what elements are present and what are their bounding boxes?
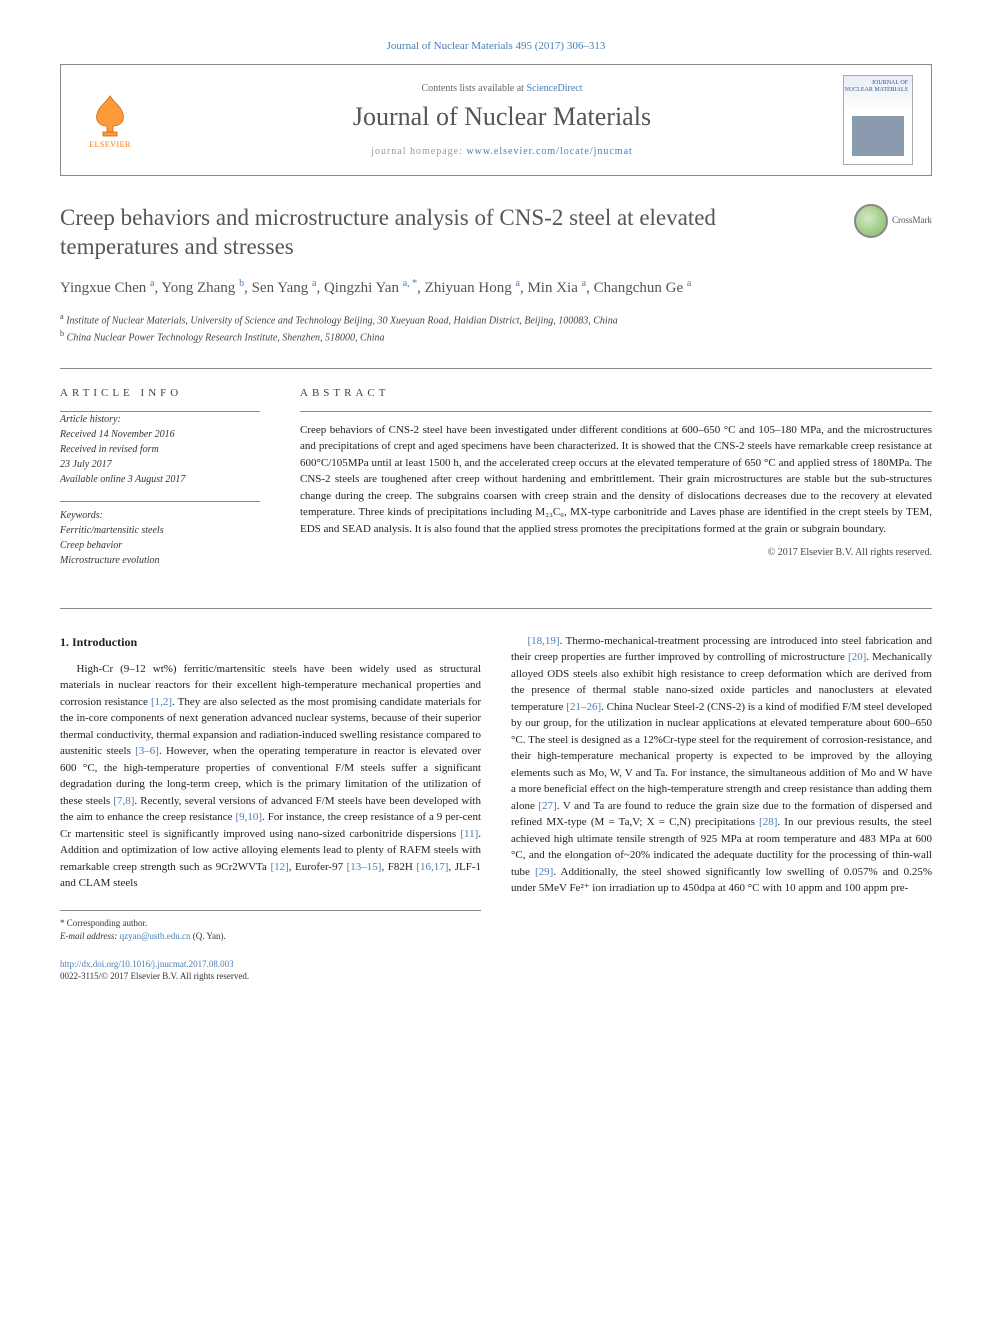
section-heading-introduction: 1. Introduction xyxy=(60,633,481,651)
history-label: Article history: xyxy=(60,412,260,427)
divider-info-2 xyxy=(60,501,260,502)
article-history: Article history: Received 14 November 20… xyxy=(60,412,260,487)
footnote-area: * Corresponding author. E-mail address: … xyxy=(60,910,481,944)
article-info-label: ARTICLE INFO xyxy=(60,387,260,399)
elsevier-tree-icon xyxy=(87,92,133,138)
contents-prefix: Contents lists available at xyxy=(421,83,526,94)
issn-copyright-line: 0022-3115/© 2017 Elsevier B.V. All right… xyxy=(60,970,932,983)
crossmark-badge[interactable]: CrossMark xyxy=(854,204,932,238)
page-root: Journal of Nuclear Materials 495 (2017) … xyxy=(0,0,992,1023)
header-center: Contents lists available at ScienceDirec… xyxy=(161,83,843,157)
history-lines: Received 14 November 2016Received in rev… xyxy=(60,427,260,487)
divider-below-abstract xyxy=(60,608,932,609)
cover-image-placeholder xyxy=(852,116,904,156)
corresponding-email-line: E-mail address: qzyan@ustb.edu.cn (Q. Ya… xyxy=(60,930,481,944)
journal-title: Journal of Nuclear Materials xyxy=(161,102,843,132)
doi-link[interactable]: http://dx.doi.org/10.1016/j.jnucmat.2017… xyxy=(60,959,234,969)
body-column-left: 1. Introduction High-Cr (9–12 wt%) ferri… xyxy=(60,633,481,944)
journal-header: ELSEVIER Contents lists available at Sci… xyxy=(60,64,932,176)
doi-block: http://dx.doi.org/10.1016/j.jnucmat.2017… xyxy=(60,958,932,983)
body-columns: 1. Introduction High-Cr (9–12 wt%) ferri… xyxy=(60,633,932,944)
publisher-name: ELSEVIER xyxy=(89,140,131,149)
cover-label: JOURNAL OF NUCLEAR MATERIALS xyxy=(844,80,908,93)
corresponding-author-note: * Corresponding author. xyxy=(60,917,481,931)
keywords-block: Keywords: Ferritic/martensitic steelsCre… xyxy=(60,508,260,568)
abstract-copyright: © 2017 Elsevier B.V. All rights reserved… xyxy=(300,547,932,558)
email-who: (Q. Yan). xyxy=(193,931,226,941)
journal-cover-thumbnail: JOURNAL OF NUCLEAR MATERIALS xyxy=(843,75,913,165)
keywords-label: Keywords: xyxy=(60,508,260,523)
abstract-label: ABSTRACT xyxy=(300,387,932,399)
article-title-text: Creep behaviors and microstructure analy… xyxy=(60,205,716,259)
homepage-link[interactable]: www.elsevier.com/locate/jnucmat xyxy=(466,146,632,157)
body-column-right: [18,19]. Thermo-mechanical-treatment pro… xyxy=(511,633,932,944)
email-label: E-mail address: xyxy=(60,931,117,941)
corresponding-email-link[interactable]: qzyan@ustb.edu.cn xyxy=(120,931,191,941)
authors-line: Yingxue Chen a, Yong Zhang b, Sen Yang a… xyxy=(60,276,932,300)
article-title: Creep behaviors and microstructure analy… xyxy=(60,204,932,262)
affiliations: a Institute of Nuclear Materials, Univer… xyxy=(60,311,932,346)
article-info-abstract-row: ARTICLE INFO Article history: Received 1… xyxy=(60,369,932,608)
sciencedirect-link[interactable]: ScienceDirect xyxy=(526,83,582,94)
top-citation: Journal of Nuclear Materials 495 (2017) … xyxy=(60,40,932,52)
keywords-list: Ferritic/martensitic steelsCreep behavio… xyxy=(60,523,260,568)
crossmark-label: CrossMark xyxy=(892,215,932,226)
crossmark-icon xyxy=(854,204,888,238)
abstract-text: Creep behaviors of CNS-2 steel have been… xyxy=(300,422,932,538)
homepage-line: journal homepage: www.elsevier.com/locat… xyxy=(161,146,843,157)
elsevier-logo: ELSEVIER xyxy=(79,84,141,156)
body-paragraph-right: [18,19]. Thermo-mechanical-treatment pro… xyxy=(511,633,932,897)
body-paragraph-left: High-Cr (9–12 wt%) ferritic/martensitic … xyxy=(60,661,481,892)
abstract-column: ABSTRACT Creep behaviors of CNS-2 steel … xyxy=(300,387,932,582)
divider-abstract xyxy=(300,411,932,412)
article-info-column: ARTICLE INFO Article history: Received 1… xyxy=(60,387,260,582)
contents-line: Contents lists available at ScienceDirec… xyxy=(161,83,843,94)
homepage-prefix: journal homepage: xyxy=(371,146,466,157)
